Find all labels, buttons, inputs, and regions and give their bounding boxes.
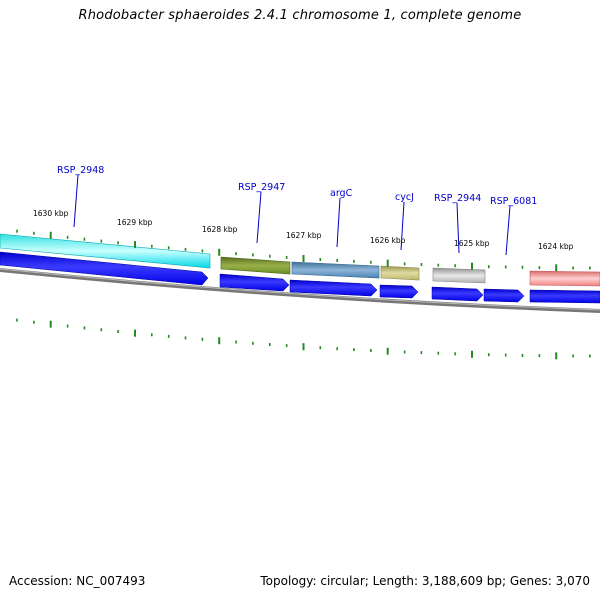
gene-bar-rsp-2947[interactable] — [220, 256, 291, 275]
kbp-label: 1630 kbp — [33, 209, 69, 218]
chromosome-backbone — [0, 268, 600, 313]
leader-line — [456, 202, 460, 254]
gene-arrow-rsp-2944[interactable] — [431, 286, 484, 302]
leader-line — [256, 191, 262, 244]
kbp-label: 1624 kbp — [538, 242, 574, 251]
gene-arrow-pink[interactable] — [529, 289, 600, 304]
genome-summary-text: Topology: circular; Length: 3,188,609 bp… — [260, 574, 590, 588]
gene-bar-rsp-2948[interactable] — [0, 233, 211, 269]
chromosome-backbone-highlight — [0, 268, 600, 311]
gene-arrow-rsp-2948[interactable] — [0, 251, 209, 286]
gene-label-argc[interactable]: argC — [330, 188, 353, 199]
leader-line — [73, 174, 79, 228]
leader-line — [505, 205, 511, 256]
gene-label-rsp-6081[interactable]: RSP_6081 — [490, 196, 537, 207]
kbp-scale-labels: 1630 kbp 1629 kbp 1628 kbp 1627 kbp 1626… — [33, 209, 574, 251]
gene-bar-argc[interactable] — [291, 261, 380, 279]
gene-arrow-rsp-2947[interactable] — [219, 273, 290, 292]
gene-label-rsp-2947[interactable]: RSP_2947 — [238, 182, 285, 193]
gene-bar-rsp-2944[interactable] — [432, 267, 486, 284]
accession-text: Accession: NC_007493 — [9, 574, 146, 588]
gene-label-rsp-2944[interactable]: RSP_2944 — [434, 193, 481, 204]
gene-arrow-argc[interactable] — [289, 279, 378, 297]
gene-bar-pink[interactable] — [529, 270, 600, 287]
upper-tick-scale — [16, 229, 591, 272]
reverse-strand-genes — [0, 233, 600, 287]
gene-labels: RSP_2948 RSP_2947 argC cycJ RSP_2944 RSP… — [57, 165, 537, 256]
forward-strand-genes — [0, 251, 600, 304]
gene-label-cycj[interactable]: cycJ — [395, 192, 414, 203]
leader-line — [400, 201, 405, 251]
kbp-label: 1627 kbp — [286, 231, 322, 240]
gene-bar-cycj[interactable] — [380, 265, 420, 281]
kbp-label: 1626 kbp — [370, 236, 406, 245]
map-title: Rhodobacter sphaeroides 2.4.1 chromosome… — [78, 8, 522, 23]
kbp-label: 1625 kbp — [454, 239, 490, 248]
kbp-label: 1629 kbp — [117, 218, 153, 227]
leader-line — [336, 197, 341, 248]
gene-label-rsp-2948[interactable]: RSP_2948 — [57, 165, 104, 176]
kbp-label: 1628 kbp — [202, 225, 238, 234]
lower-tick-scale — [16, 318, 591, 360]
gene-arrow-cycj[interactable] — [379, 284, 419, 299]
gene-arrow-rsp-6081[interactable] — [483, 288, 525, 303]
